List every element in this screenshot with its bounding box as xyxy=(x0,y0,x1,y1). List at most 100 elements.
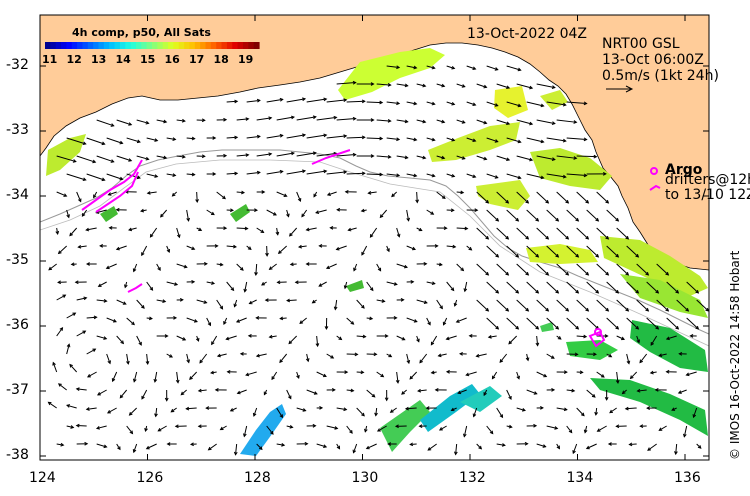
current-arrow-icon xyxy=(56,443,64,446)
current-arrow-icon xyxy=(596,227,609,240)
current-arrow-icon xyxy=(126,353,129,364)
current-arrow-icon xyxy=(243,425,248,437)
current-arrow-icon xyxy=(301,209,308,217)
current-arrow-icon xyxy=(436,83,445,87)
current-arrow-icon xyxy=(526,389,537,395)
current-arrow-icon xyxy=(366,137,383,140)
current-arrow-icon xyxy=(81,209,88,217)
current-arrow-icon xyxy=(376,263,382,272)
drifters-legend-line2: to 13/10 12Z xyxy=(665,187,750,203)
current-arrow-icon xyxy=(409,371,418,380)
current-arrow-icon xyxy=(576,407,585,416)
sst-legend-title: 4h comp, p50, All Sats xyxy=(72,26,211,39)
current-arrow-icon xyxy=(226,100,238,103)
current-arrow-icon xyxy=(396,83,408,87)
current-arrow-icon xyxy=(656,299,669,312)
current-arrow-icon xyxy=(166,173,176,176)
current-arrow-icon xyxy=(96,299,107,302)
current-arrow-icon xyxy=(126,317,135,325)
current-arrow-icon xyxy=(276,152,295,157)
current-arrow-icon xyxy=(52,362,58,373)
current-arrow-icon xyxy=(237,389,247,394)
current-arrow-icon xyxy=(516,371,520,379)
current-arrow-icon xyxy=(236,118,249,121)
current-arrow-icon xyxy=(249,299,257,305)
current-arrow-icon xyxy=(637,389,647,392)
velocity-scale-label: 0.5m/s (1kt 24h) xyxy=(602,68,719,84)
current-arrow-icon xyxy=(86,173,105,181)
current-arrow-icon xyxy=(327,191,337,196)
current-arrow-icon xyxy=(266,134,283,139)
land-mass xyxy=(40,15,709,271)
current-arrow-icon xyxy=(56,294,66,301)
x-tick-label: 136 xyxy=(674,470,701,486)
drifter-legend-symbol xyxy=(649,184,661,191)
current-arrow-icon xyxy=(496,155,510,161)
current-arrow-icon xyxy=(216,299,223,310)
current-arrow-icon xyxy=(416,83,426,87)
current-arrow-icon xyxy=(306,353,309,362)
current-arrow-icon xyxy=(496,227,509,240)
current-arrow-icon xyxy=(235,443,238,455)
current-arrow-icon xyxy=(693,407,698,418)
drifter-track-icon xyxy=(95,171,139,213)
current-arrow-icon xyxy=(678,389,687,394)
current-arrow-icon xyxy=(476,353,487,357)
current-arrow-icon xyxy=(166,137,176,140)
current-arrow-icon xyxy=(58,383,67,391)
current-arrow-icon xyxy=(676,299,689,312)
current-arrow-icon xyxy=(396,119,408,123)
current-arrow-icon xyxy=(269,335,277,338)
current-arrow-icon xyxy=(106,137,123,144)
current-arrow-icon xyxy=(116,119,132,126)
current-arrow-icon xyxy=(546,317,559,330)
current-arrow-icon xyxy=(326,425,338,429)
current-arrow-icon xyxy=(336,154,356,157)
current-arrow-icon xyxy=(436,191,446,199)
sst-tick-label: 19 xyxy=(238,53,254,66)
current-arrow-icon xyxy=(296,191,301,202)
current-arrow-icon xyxy=(136,299,145,309)
current-arrow-icon xyxy=(346,389,354,392)
current-arrow-icon xyxy=(271,371,278,380)
argo-legend-title: Argo xyxy=(665,162,703,178)
current-arrow-icon xyxy=(336,118,356,121)
current-arrow-icon xyxy=(476,191,489,204)
current-arrow-icon xyxy=(536,83,555,89)
current-arrow-icon xyxy=(546,209,559,222)
current-arrow-icon xyxy=(626,353,630,364)
current-arrow-icon xyxy=(375,407,378,416)
current-arrow-icon xyxy=(476,155,487,160)
current-arrow-icon xyxy=(596,263,609,276)
current-arrow-icon xyxy=(486,317,499,330)
current-arrow-icon xyxy=(276,443,285,446)
current-arrow-icon xyxy=(506,65,521,71)
current-arrow-icon xyxy=(156,263,161,271)
current-arrow-icon xyxy=(286,98,306,103)
current-arrow-icon xyxy=(496,263,509,276)
scale-arrow xyxy=(606,85,634,93)
current-arrow-icon xyxy=(647,443,657,451)
current-arrow-icon xyxy=(616,371,619,383)
current-arrow-icon xyxy=(48,401,57,409)
shelf-contour xyxy=(40,149,709,335)
current-arrow-icon xyxy=(361,245,368,256)
current-arrow-icon xyxy=(405,407,417,410)
current-arrow-icon xyxy=(546,281,559,294)
current-arrow-icon xyxy=(536,443,546,448)
current-arrow-icon xyxy=(616,335,625,340)
current-arrow-icon xyxy=(406,353,410,364)
drifter-track-icon xyxy=(311,149,351,165)
current-arrow-icon xyxy=(466,101,476,106)
product-time: 13-Oct 06:00Z xyxy=(602,52,704,68)
current-arrow-icon xyxy=(436,119,445,123)
current-arrow-icon xyxy=(356,407,365,417)
current-arrow-icon xyxy=(396,335,405,341)
current-arrow-icon xyxy=(486,425,494,434)
current-arrow-icon xyxy=(133,263,138,272)
current-arrow-icon xyxy=(476,443,482,450)
current-arrow-icon xyxy=(226,335,237,340)
current-arrow-icon xyxy=(496,191,509,204)
current-arrow-icon xyxy=(406,137,417,141)
current-arrow-icon xyxy=(486,209,499,222)
